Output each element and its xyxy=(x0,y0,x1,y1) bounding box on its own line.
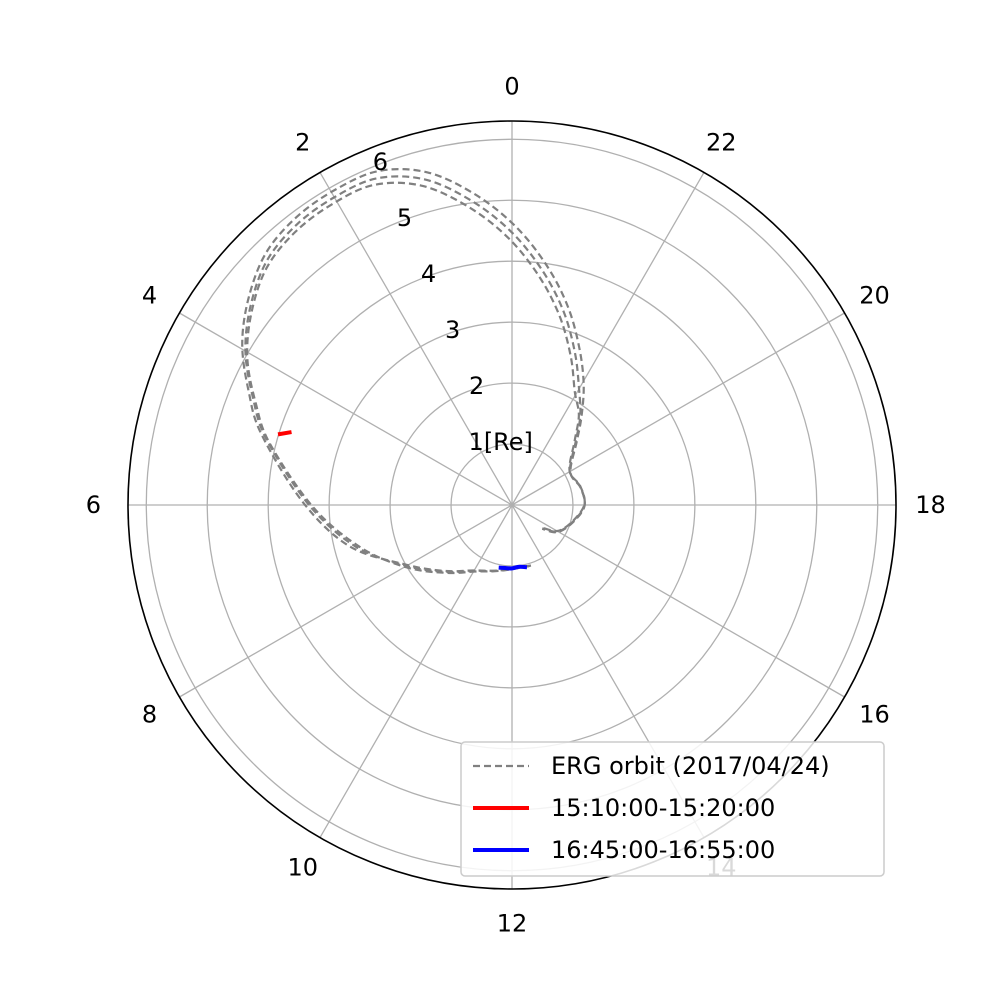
polar-frame xyxy=(127,120,897,890)
r-tick-label-2: 2 xyxy=(469,372,484,400)
legend-label-3: 16:45:00-16:55:00 xyxy=(551,836,775,864)
theta-tick-label-8: 8 xyxy=(142,700,157,728)
angular-gridline-2 xyxy=(319,172,513,506)
angular-gridline-16 xyxy=(511,504,845,698)
r-tick-label-1: 1[Re] xyxy=(469,428,533,456)
angular-gridline-20 xyxy=(511,312,845,506)
angular-gridline-8 xyxy=(179,504,513,698)
theta-tick-label-2: 2 xyxy=(295,129,310,157)
theta-tick-label-22: 22 xyxy=(706,129,737,157)
theta-tick-label-20: 20 xyxy=(859,282,890,310)
series-segment-1 xyxy=(277,430,292,437)
r-tick-label-6: 6 xyxy=(373,148,388,176)
theta-tick-label-18: 18 xyxy=(915,491,946,519)
theta-tick-label-0: 0 xyxy=(504,72,519,100)
angular-gridline-10 xyxy=(319,504,513,838)
r-tick-label-4: 4 xyxy=(421,260,436,288)
r-tick-label-5: 5 xyxy=(397,204,412,232)
series-orbit-line-1 xyxy=(244,175,586,574)
theta-tick-label-16: 16 xyxy=(859,700,890,728)
series-layer xyxy=(241,168,586,575)
angular-gridline-22 xyxy=(511,172,705,506)
legend: ERG orbit (2017/04/24) 15:10:00-15:20:00 1… xyxy=(460,741,885,877)
legend-label-2: 15:10:00-15:20:00 xyxy=(551,794,775,822)
legend-box xyxy=(460,741,885,877)
legend-label-1: ERG orbit (2017/04/24) xyxy=(551,752,830,780)
theta-tick-label-4: 4 xyxy=(142,282,157,310)
series-orbit-line-2 xyxy=(241,168,586,573)
theta-tick-label-10: 10 xyxy=(287,853,318,881)
theta-tick-label-12: 12 xyxy=(497,910,528,938)
series-segment-2 xyxy=(498,564,528,571)
theta-tick-label-6: 6 xyxy=(86,491,101,519)
angular-gridline-4 xyxy=(179,312,513,506)
series-orbit-line-3 xyxy=(246,181,586,575)
r-tick-label-3: 3 xyxy=(445,316,460,344)
legend-entries: ERG orbit (2017/04/24) 15:10:00-15:20:00 1… xyxy=(473,752,830,864)
